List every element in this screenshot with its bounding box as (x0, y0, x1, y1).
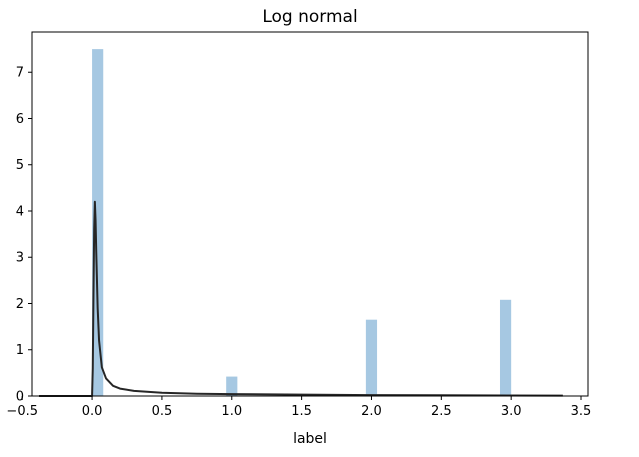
fit-curve (38, 200, 563, 397)
y-tick-label: 5 (16, 158, 24, 173)
chart-title: Log normal (262, 7, 357, 27)
y-tick-label: 0 (16, 390, 24, 405)
fit-curve-layer (38, 200, 563, 397)
x-tick-label: 0.0 (82, 404, 103, 419)
x-tick-label: 1.5 (291, 404, 312, 419)
y-tick-label: 7 (16, 66, 24, 81)
plot-frame (31, 31, 589, 397)
y-tick-label: 3 (16, 251, 24, 266)
histogram-bar (92, 49, 104, 396)
x-tick-label: 1.0 (221, 404, 242, 419)
y-tick-label: 1 (16, 343, 24, 358)
histogram-bar (365, 319, 378, 396)
y-tick-label: 6 (16, 112, 24, 127)
x-tick-label: 2.5 (431, 404, 452, 419)
x-axis: −0.5 0.0 0.5 1.0 1.5 2.0 2.5 3.0 3.5 (6, 396, 591, 419)
histogram-bar (226, 376, 238, 396)
x-tick-label: 0.5 (152, 404, 173, 419)
histogram-bar (499, 299, 512, 396)
x-tick-label: 3.0 (501, 404, 522, 419)
y-tick-label: 4 (16, 204, 24, 219)
histogram-bars (92, 49, 512, 396)
y-axis: 0 1 2 3 4 5 6 7 (16, 66, 32, 405)
x-tick-label: −0.5 (6, 404, 38, 419)
x-tick-label: 3.5 (571, 404, 592, 419)
x-tick-label: 2.0 (361, 404, 382, 419)
x-axis-label: label (293, 431, 327, 447)
y-tick-label: 2 (16, 297, 24, 312)
